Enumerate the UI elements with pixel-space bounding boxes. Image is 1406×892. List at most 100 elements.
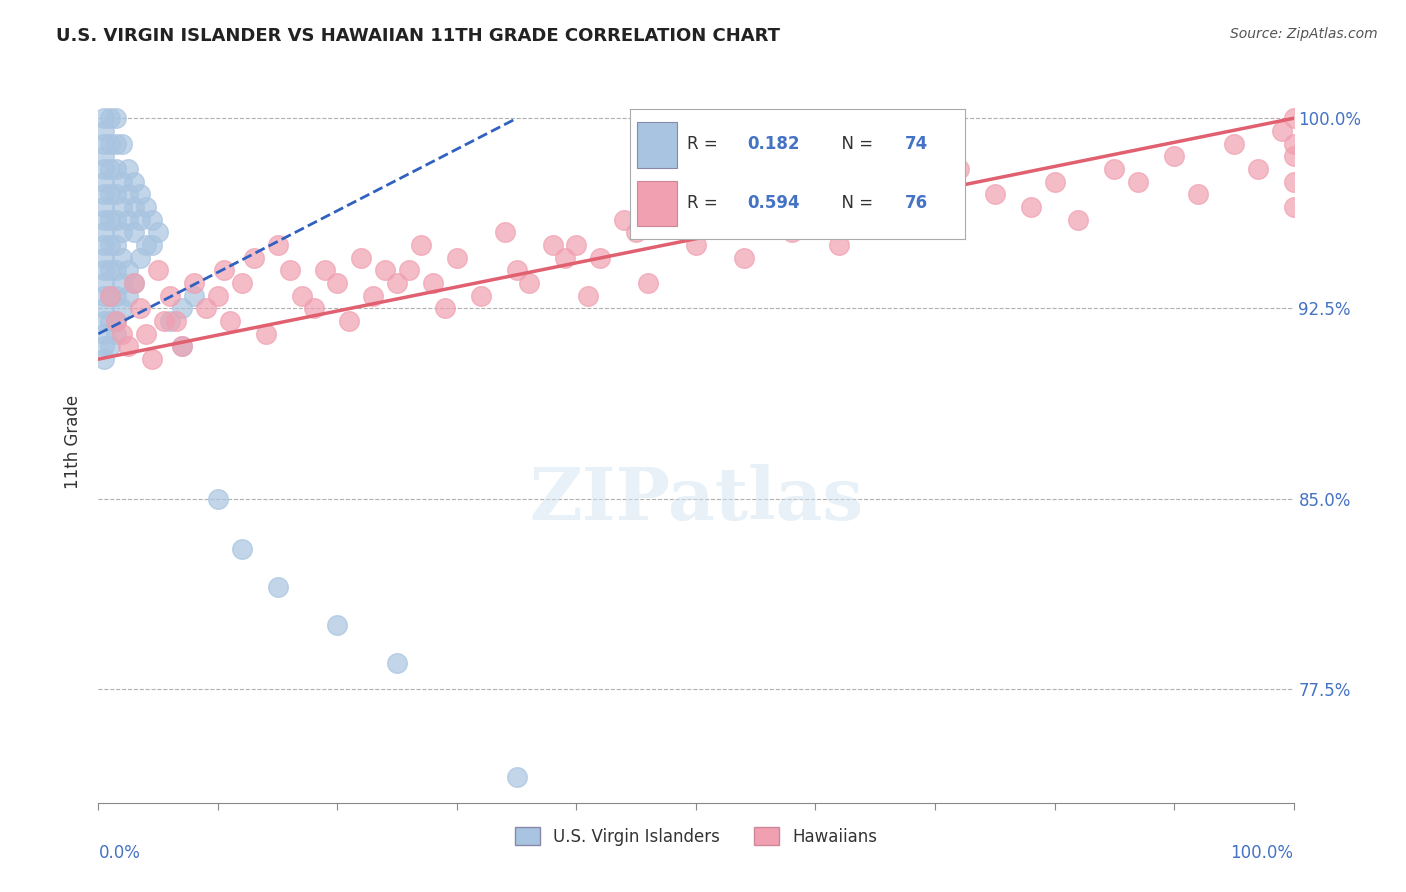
Point — [661, 212, 683, 227]
Point — [98, 187, 122, 202]
Point — [422, 276, 444, 290]
Point — [589, 251, 612, 265]
Point — [148, 263, 170, 277]
Text: U.S. VIRGIN ISLANDER VS HAWAIIAN 11TH GRADE CORRELATION CHART: U.S. VIRGIN ISLANDER VS HAWAIIAN 11TH GR… — [56, 27, 780, 45]
Point — [105, 326, 128, 341]
Point — [105, 289, 128, 303]
Point — [517, 276, 540, 290]
Point — [93, 149, 115, 163]
Point — [231, 276, 253, 290]
Point — [117, 289, 139, 303]
Point — [195, 301, 218, 316]
Point — [172, 301, 194, 316]
Point — [135, 200, 157, 214]
Point — [291, 289, 314, 303]
Point — [183, 289, 205, 303]
Point — [207, 491, 229, 506]
Point — [93, 339, 115, 353]
Point — [105, 238, 128, 252]
Point — [98, 263, 122, 277]
Point — [350, 251, 373, 265]
Point — [385, 657, 409, 671]
Point — [278, 263, 301, 277]
Point — [111, 301, 134, 316]
Point — [411, 238, 433, 252]
Point — [124, 200, 146, 214]
Point — [1128, 175, 1150, 189]
Point — [93, 187, 115, 202]
Point — [98, 136, 122, 151]
Point — [93, 352, 115, 367]
Point — [172, 339, 194, 353]
Point — [363, 289, 385, 303]
Point — [98, 238, 122, 252]
Point — [93, 112, 115, 126]
Point — [111, 276, 134, 290]
Point — [1282, 149, 1305, 163]
Point — [129, 251, 152, 265]
Point — [93, 314, 115, 328]
Point — [135, 238, 157, 252]
Point — [506, 263, 529, 277]
Point — [141, 352, 163, 367]
Point — [494, 226, 516, 240]
Text: ZIPatlas: ZIPatlas — [529, 464, 863, 535]
Point — [117, 161, 139, 176]
Point — [267, 238, 290, 252]
Point — [1163, 149, 1185, 163]
Point — [385, 276, 409, 290]
Point — [1282, 175, 1305, 189]
Point — [924, 200, 946, 214]
Point — [637, 276, 659, 290]
Point — [865, 175, 887, 189]
Point — [93, 263, 115, 277]
Point — [111, 226, 134, 240]
Point — [105, 314, 128, 328]
Point — [1223, 136, 1246, 151]
Point — [165, 314, 187, 328]
Point — [111, 200, 134, 214]
Point — [117, 339, 139, 353]
Point — [111, 326, 134, 341]
Point — [105, 187, 128, 202]
Point — [124, 175, 146, 189]
Point — [93, 276, 115, 290]
Point — [98, 212, 122, 227]
Point — [948, 161, 970, 176]
Point — [756, 187, 779, 202]
Point — [685, 238, 707, 252]
Point — [98, 289, 122, 303]
Point — [105, 136, 128, 151]
Point — [93, 124, 115, 138]
Point — [129, 187, 152, 202]
Point — [231, 542, 253, 557]
Point — [98, 339, 122, 353]
Y-axis label: 11th Grade: 11th Grade — [65, 394, 83, 489]
Point — [1247, 161, 1270, 176]
Point — [780, 226, 803, 240]
Point — [135, 326, 157, 341]
Point — [141, 238, 163, 252]
Point — [984, 187, 1007, 202]
Point — [554, 251, 576, 265]
Point — [93, 238, 115, 252]
Point — [243, 251, 266, 265]
Point — [111, 175, 134, 189]
Point — [124, 276, 146, 290]
Point — [212, 263, 235, 277]
Text: Source: ZipAtlas.com: Source: ZipAtlas.com — [1230, 27, 1378, 41]
Point — [98, 112, 122, 126]
Point — [129, 301, 152, 316]
Point — [93, 212, 115, 227]
Point — [98, 161, 122, 176]
Point — [93, 175, 115, 189]
Text: 100.0%: 100.0% — [1230, 845, 1294, 863]
Point — [1019, 200, 1042, 214]
Point — [1282, 136, 1305, 151]
Point — [219, 314, 242, 328]
Point — [1104, 161, 1126, 176]
Point — [541, 238, 564, 252]
Point — [111, 136, 134, 151]
Point — [626, 226, 648, 240]
Point — [446, 251, 468, 265]
